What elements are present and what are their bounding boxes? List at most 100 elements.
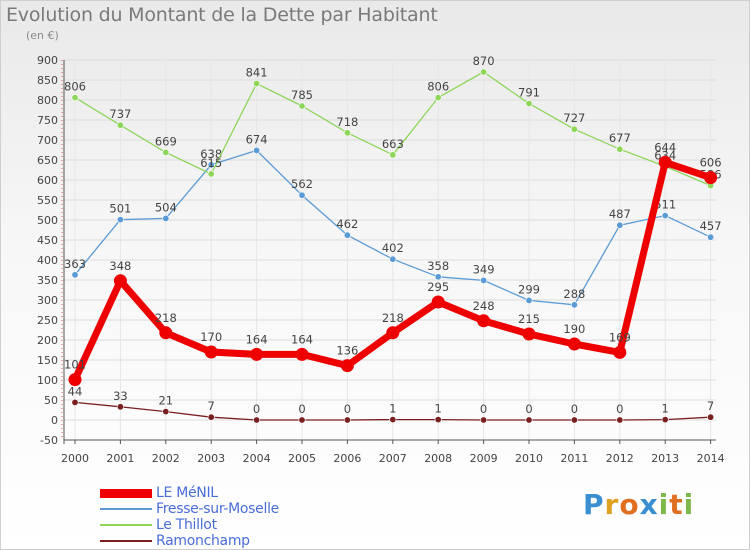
data-label: 718 xyxy=(336,115,358,129)
data-point xyxy=(704,171,718,185)
data-point xyxy=(661,212,669,220)
data-label: 727 xyxy=(563,111,585,125)
y-tick-label: 300 xyxy=(37,294,58,307)
logo-letter: t xyxy=(669,488,684,521)
legend-label: Fresse-sur-Moselle xyxy=(156,501,279,517)
data-label: 1 xyxy=(435,402,442,416)
data-label: 348 xyxy=(109,259,131,273)
legend-swatch xyxy=(100,508,152,510)
data-point xyxy=(616,145,624,153)
data-point xyxy=(480,276,488,284)
y-tick-label: 850 xyxy=(37,74,58,87)
data-point xyxy=(343,231,351,239)
legend-swatch xyxy=(100,540,152,542)
data-point xyxy=(386,326,400,340)
legend-label: Ramonchamp xyxy=(156,533,250,549)
data-label: 511 xyxy=(654,198,676,212)
data-label: 101 xyxy=(64,358,86,372)
data-label: 504 xyxy=(155,200,177,214)
y-tick-label: -50 xyxy=(40,434,58,447)
data-label: 288 xyxy=(563,287,585,301)
data-label: 164 xyxy=(246,332,268,346)
data-label: 349 xyxy=(473,262,495,276)
x-tick-label: 2003 xyxy=(197,452,225,465)
data-point xyxy=(71,398,79,406)
data-label: 487 xyxy=(609,207,631,221)
data-point xyxy=(525,296,533,304)
data-label: 7 xyxy=(208,399,215,413)
x-tick-label: 2011 xyxy=(560,452,588,465)
data-point xyxy=(162,148,170,156)
data-point xyxy=(707,233,715,241)
x-tick-label: 2008 xyxy=(424,452,452,465)
data-label: 0 xyxy=(616,402,623,416)
data-label: 677 xyxy=(609,131,631,145)
series-fresse-sur-moselle: 363 501 504 638 674 562 462 402 358 349 299 288 487 5… xyxy=(64,132,722,309)
data-point xyxy=(116,403,124,411)
data-point xyxy=(68,373,82,387)
data-point xyxy=(71,271,79,279)
data-point xyxy=(207,170,215,178)
y-tick-label: 200 xyxy=(37,334,58,347)
x-tick-label: 2014 xyxy=(697,452,725,465)
proxiti-logo: Proxiti xyxy=(583,488,694,521)
data-point xyxy=(389,255,397,263)
data-label: 0 xyxy=(571,402,578,416)
data-label: 806 xyxy=(427,80,449,94)
x-tick-label: 2007 xyxy=(379,452,407,465)
data-point xyxy=(434,416,442,424)
data-point xyxy=(477,314,491,328)
data-label: 462 xyxy=(336,217,358,231)
data-point xyxy=(343,416,351,424)
x-tick-label: 2013 xyxy=(651,452,679,465)
data-label: 218 xyxy=(155,311,177,325)
data-label: 791 xyxy=(518,86,540,100)
data-point xyxy=(162,214,170,222)
data-point xyxy=(298,416,306,424)
chart-title: Evolution du Montant de la Dette par Hab… xyxy=(6,4,438,26)
data-label: 0 xyxy=(298,402,305,416)
data-label: 634 xyxy=(654,148,676,162)
data-label: 457 xyxy=(700,219,722,233)
data-label: 215 xyxy=(518,312,540,326)
data-point xyxy=(340,359,354,373)
data-label: 785 xyxy=(291,88,313,102)
data-label: 870 xyxy=(473,54,495,68)
data-label: 1 xyxy=(389,402,396,416)
data-label: 170 xyxy=(200,330,222,344)
y-tick-label: 500 xyxy=(37,214,58,227)
data-point xyxy=(204,345,218,359)
data-point xyxy=(116,121,124,129)
data-label: 669 xyxy=(155,134,177,148)
data-point xyxy=(298,102,306,110)
data-point xyxy=(434,94,442,102)
data-label: 615 xyxy=(200,156,222,170)
data-point xyxy=(389,151,397,159)
x-tick-label: 2004 xyxy=(243,452,271,465)
data-label: 674 xyxy=(246,132,268,146)
data-label: 164 xyxy=(291,332,313,346)
data-point xyxy=(658,155,672,169)
data-label: 644 xyxy=(654,140,676,154)
data-label: 295 xyxy=(427,280,449,294)
data-point xyxy=(250,347,264,361)
data-point xyxy=(431,295,445,309)
data-point xyxy=(71,94,79,102)
data-label: 1 xyxy=(662,402,669,416)
data-label: 33 xyxy=(113,389,128,403)
y-tick-label: 100 xyxy=(37,374,58,387)
y-tick-label: 150 xyxy=(37,354,58,367)
y-tick-label: 900 xyxy=(37,54,58,67)
data-point xyxy=(343,129,351,137)
y-tick-label: 650 xyxy=(37,154,58,167)
logo-letter: o xyxy=(619,488,640,521)
data-label: 562 xyxy=(291,177,313,191)
data-point xyxy=(525,416,533,424)
legend-label: Le Thillot xyxy=(156,517,217,533)
data-point xyxy=(613,345,627,359)
data-label: 501 xyxy=(109,202,131,216)
y-tick-label: 250 xyxy=(37,314,58,327)
data-point xyxy=(159,326,173,340)
